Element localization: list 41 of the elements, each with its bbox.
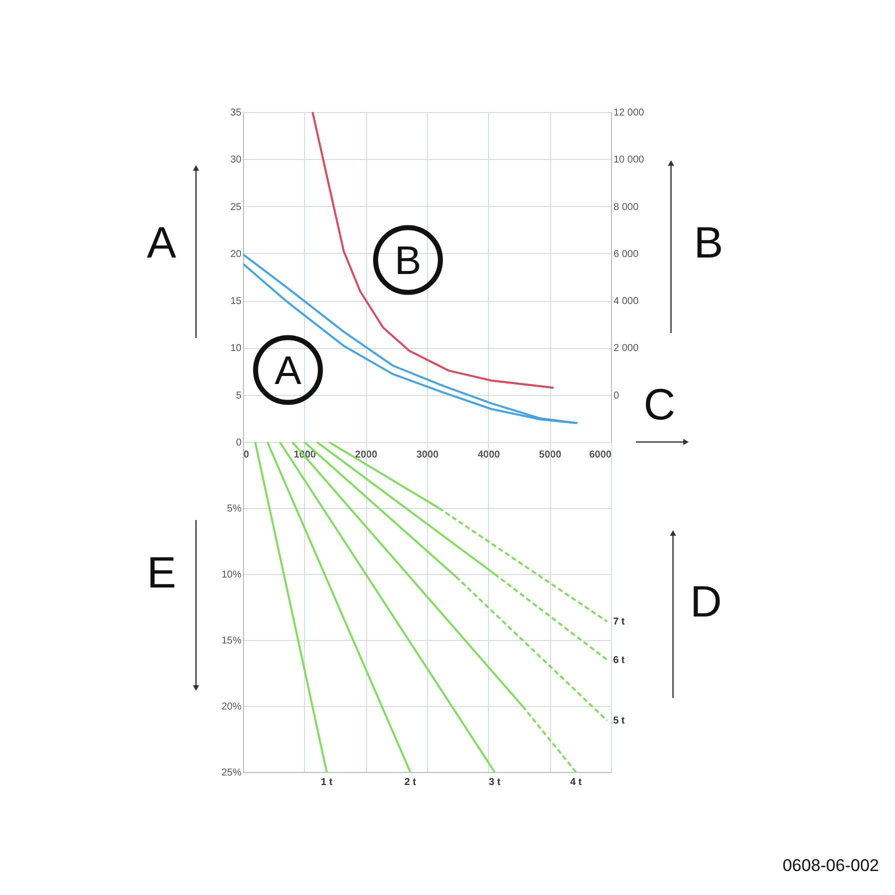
x-tick-label: 5000 <box>539 450 562 460</box>
x-tick-label: 4000 <box>478 450 500 460</box>
y-tick-label: 25% <box>221 768 242 778</box>
y-tick-label: 5% <box>227 504 242 514</box>
y-tick-label: 15% <box>221 636 242 646</box>
y-tick-label: 35 <box>230 108 242 118</box>
annotation: B <box>394 239 422 283</box>
y2-tick-label: 10 000 <box>614 154 645 166</box>
y-tick-label: 10 <box>230 343 242 354</box>
series-label: 5 t <box>613 716 626 727</box>
y-tick-label: 20% <box>221 702 242 712</box>
y-tick-label: 10% <box>221 570 242 580</box>
y2-tick-label: 12 000 <box>614 108 645 118</box>
annotation: A <box>274 349 302 393</box>
text: D <box>690 578 722 627</box>
y-tick-label: 0 <box>236 438 242 448</box>
y-axis-title: E <box>146 548 176 598</box>
y-tick-label: 20 <box>230 248 242 260</box>
x-axis-title: C <box>644 380 676 430</box>
x-tick-label: 0 <box>244 450 250 460</box>
y-tick-label: 25 <box>230 202 242 213</box>
series-label: 1 t <box>320 777 334 788</box>
y-axis-title: A <box>146 218 177 268</box>
y2-tick-label: 6 000 <box>614 248 639 260</box>
text: 0608-06-002 <box>782 856 879 875</box>
series-label: 6 t <box>613 654 626 666</box>
y2-tick-label: 2 000 <box>614 343 639 354</box>
y2-tick-label: 4 000 <box>614 296 639 308</box>
y-tick-label: 15 <box>230 296 242 308</box>
x-tick-label: 3000 <box>416 450 440 460</box>
y-tick-label: 5 <box>236 390 242 402</box>
series-label: 7 t <box>613 616 626 628</box>
y2-tick-label: 8 000 <box>614 202 639 213</box>
series-label: 3 t <box>488 777 502 788</box>
y2-tick-label: 0 <box>614 390 620 402</box>
x-tick-label: 2000 <box>355 450 378 460</box>
y2-axis-title: B <box>694 218 724 268</box>
series-label: 2 t <box>404 777 417 788</box>
series-label: 4 t <box>570 777 582 788</box>
y-tick-label: 30 <box>230 154 242 166</box>
x-tick-label: 6000 <box>589 450 612 460</box>
